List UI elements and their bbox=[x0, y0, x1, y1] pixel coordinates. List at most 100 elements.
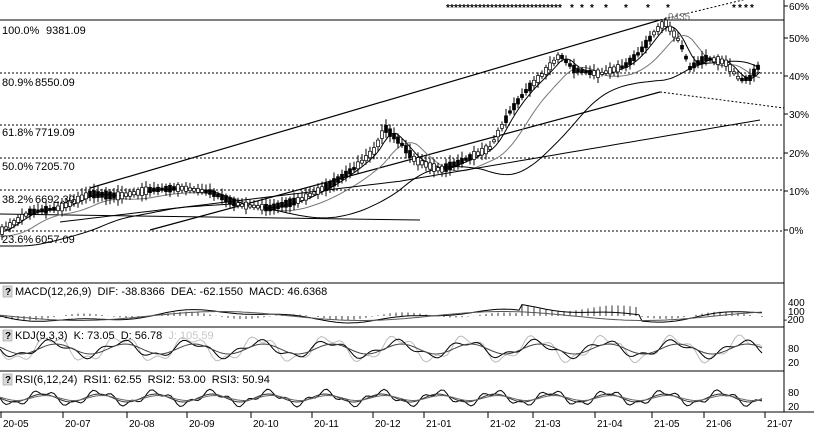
candle-body-44 bbox=[176, 184, 180, 192]
candle-body-148 bbox=[592, 70, 596, 76]
rsi2-line bbox=[0, 393, 763, 403]
candle-body-166 bbox=[664, 19, 668, 27]
candle-body-185 bbox=[740, 77, 744, 82]
candle-body-140 bbox=[560, 54, 564, 60]
candle-body-70 bbox=[280, 201, 284, 208]
fib-label-38-2: 38.2% 6692.30 bbox=[2, 194, 75, 206]
star-marker-5: * bbox=[466, 3, 470, 14]
candle-body-77 bbox=[308, 193, 312, 197]
star-marker-30: * bbox=[580, 3, 584, 14]
candle-body-111 bbox=[444, 163, 448, 172]
candle-body-83 bbox=[332, 178, 336, 187]
candle-body-63 bbox=[252, 204, 256, 209]
candle-body-135 bbox=[540, 73, 544, 77]
lower-channel-extension bbox=[659, 91, 785, 109]
candle-body-43 bbox=[172, 186, 176, 191]
rsi-legend: RSI(6,12,24) RSI1: 62.55 RSI2: 53.00 RSI… bbox=[15, 374, 270, 386]
candle-body-145 bbox=[580, 69, 584, 73]
star-marker-15: * bbox=[506, 3, 510, 14]
candle-body-182 bbox=[728, 64, 732, 72]
star-marker-18: * bbox=[518, 3, 522, 14]
fib-label-80-9: 80.9% 8550.09 bbox=[2, 77, 75, 89]
candle-body-26 bbox=[104, 190, 108, 200]
candle-body-118 bbox=[472, 151, 476, 160]
star-marker-19: * bbox=[522, 3, 526, 14]
candle-body-35 bbox=[140, 187, 144, 196]
candle-body-186 bbox=[744, 76, 748, 81]
candle-body-52 bbox=[208, 189, 212, 195]
candle-body-178 bbox=[712, 57, 716, 63]
macd-help-button[interactable]: ? bbox=[2, 285, 13, 298]
macd-tick-100: 100 bbox=[788, 307, 805, 318]
candle-body-144 bbox=[576, 68, 580, 73]
peak-annotation: 9435 bbox=[668, 12, 691, 23]
candle-body-138 bbox=[552, 59, 556, 64]
candle-body-175 bbox=[700, 56, 704, 64]
candle-body-11 bbox=[44, 206, 48, 214]
candle-body-90 bbox=[360, 159, 364, 164]
star-marker-36: * bbox=[732, 3, 736, 14]
rsi-help-button[interactable]: ? bbox=[2, 373, 13, 386]
candle-body-73 bbox=[292, 197, 296, 206]
candle-body-53 bbox=[212, 190, 216, 197]
candle-body-142 bbox=[568, 63, 572, 67]
candle-body-114 bbox=[456, 159, 460, 166]
time-axis: 20-05 20-07 20-08 20-09 20-10 20-11 20-12 21-01… bbox=[0, 412, 793, 430]
star-marker-28: * bbox=[558, 3, 562, 14]
candle-body-88 bbox=[352, 167, 356, 171]
star-marker-38: * bbox=[744, 3, 748, 14]
candle-body-176 bbox=[704, 55, 708, 62]
candle-body-45 bbox=[180, 186, 184, 191]
candle-body-71 bbox=[284, 199, 288, 208]
candle-body-134 bbox=[536, 75, 540, 83]
candle-body-163 bbox=[652, 31, 656, 36]
candle-body-137 bbox=[548, 62, 552, 71]
fib-label-100: 100.0% 9381.09 bbox=[2, 25, 86, 37]
star-marker-21: * bbox=[530, 3, 534, 14]
candle-body-68 bbox=[272, 203, 276, 211]
candle-body-64 bbox=[256, 205, 260, 209]
candle-body-103 bbox=[412, 155, 416, 162]
trend-lines bbox=[0, 0, 785, 231]
svg-text:7205.70: 7205.70 bbox=[35, 161, 75, 173]
candle-body-104 bbox=[416, 157, 420, 166]
svg-text:6057.09: 6057.09 bbox=[35, 234, 75, 246]
moving-average-lines bbox=[0, 26, 761, 247]
candle-body-164 bbox=[656, 26, 660, 32]
candle-body-97 bbox=[388, 128, 392, 137]
candle-body-15 bbox=[60, 202, 64, 212]
candle-body-119 bbox=[476, 151, 480, 156]
candle-body-183 bbox=[732, 71, 736, 75]
candle-body-131 bbox=[524, 88, 528, 94]
candle-body-38 bbox=[152, 187, 156, 192]
candle-body-100 bbox=[400, 142, 404, 146]
fib-label-50: 50.0% 7205.70 bbox=[2, 161, 75, 173]
svg-text:38.2%: 38.2% bbox=[2, 194, 33, 206]
time-tick-label-7: 21-01 bbox=[426, 419, 452, 430]
candle-body-49 bbox=[196, 188, 200, 193]
candle-body-55 bbox=[220, 194, 224, 201]
candle-body-86 bbox=[344, 170, 348, 178]
candle-body-116 bbox=[464, 157, 468, 161]
percent-tick-label-3: 30% bbox=[789, 110, 809, 121]
percent-tick-label-0: 60% bbox=[789, 2, 809, 13]
time-tick-label-13: 21-07 bbox=[767, 419, 793, 430]
candle-body-179 bbox=[716, 56, 720, 65]
star-marker-16: * bbox=[510, 3, 514, 14]
time-tick-label-11: 21-05 bbox=[654, 419, 680, 430]
candle-body-54 bbox=[216, 193, 220, 198]
star-marker-1: * bbox=[450, 3, 454, 14]
star-markers: * * * * * * * * * * * * * * * * * * * * * * * * * * * * * * * * * * * * * * * * bbox=[446, 3, 754, 14]
kdj-legend: KDJ(9,3,3) K: 73.05 D: 56.78 J: 105.59 bbox=[15, 330, 214, 342]
percent-tick-label-4: 20% bbox=[789, 149, 809, 160]
candle-body-57 bbox=[228, 197, 232, 205]
kdj-help-button[interactable]: ? bbox=[2, 329, 13, 342]
candle-body-93 bbox=[372, 147, 376, 155]
candle-body-151 bbox=[604, 70, 608, 74]
candle-body-16 bbox=[64, 202, 68, 208]
candle-body-24 bbox=[96, 191, 100, 198]
percent-tick-label-1: 50% bbox=[789, 34, 809, 45]
candle-body-172 bbox=[688, 66, 692, 70]
candle-body-76 bbox=[304, 193, 308, 201]
candle-body-109 bbox=[436, 167, 440, 172]
